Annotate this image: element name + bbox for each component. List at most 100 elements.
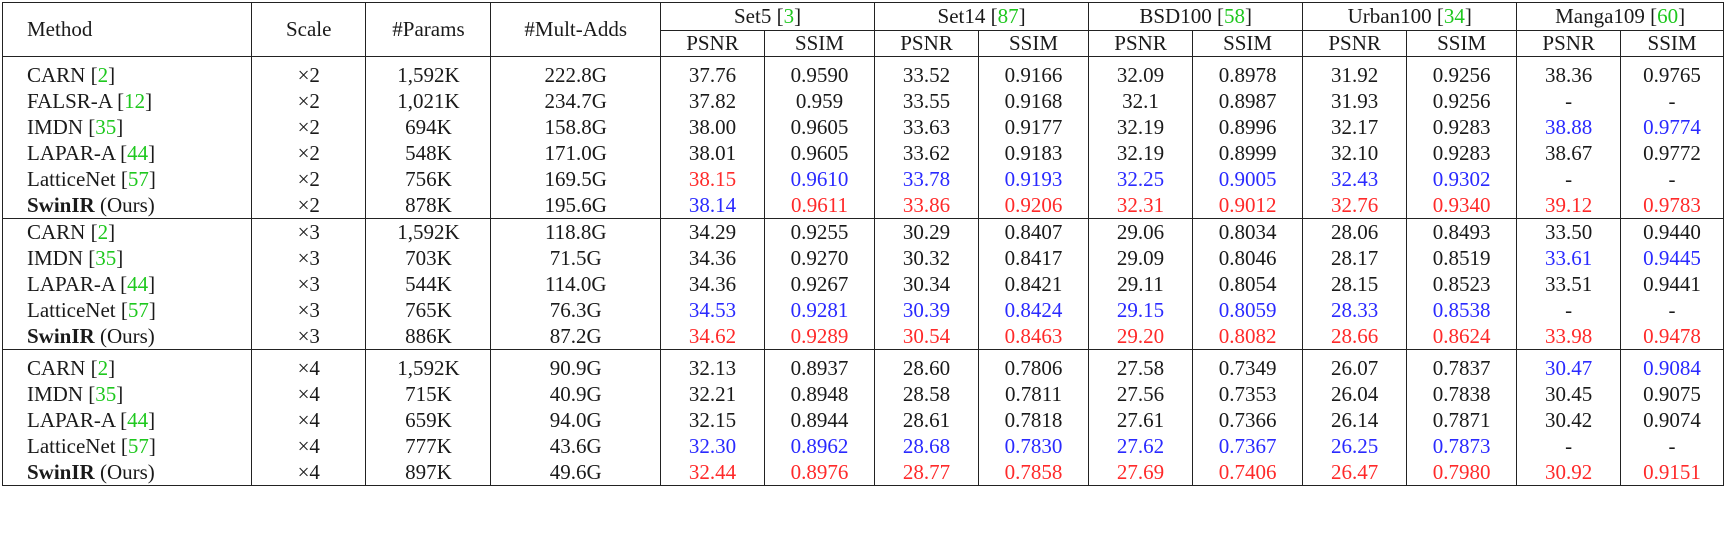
psnr-cell: - [1516,433,1622,459]
ssim-cell: 0.9256 [1406,88,1518,114]
table-row: IMDN [35] ×4 715K 40.9G 32.21 0.8948 28.58 0.78… [1,381,1724,407]
ssim-cell: 0.959 [763,88,876,114]
method-name: LatticeNet [27,433,116,458]
multadds-cell: 90.9G [490,355,662,381]
table-row: SwinIR (Ours) ×3 886K 87.2G 34.62 0.9289 30.54… [1,323,1724,350]
psnr-cell: 33.51 [1516,271,1622,297]
method-cell: IMDN [35] [1,245,253,271]
citation: 35 [95,114,117,139]
psnr-cell: 32.19 [1088,114,1193,140]
scale-group: CARN [2] ×3 1,592K 118.8G 34.29 0.9255 30.29 0.… [1,218,1724,350]
method-name: IMDN [27,114,83,139]
ssim-cell: - [1620,88,1724,114]
ssim-cell: 0.8624 [1406,323,1518,350]
ssim-cell: 0.9289 [763,323,876,350]
psnr-cell: 34.36 [660,271,765,297]
ssim-cell: 0.9774 [1620,114,1724,140]
psnr-cell: 32.1 [1088,88,1193,114]
spacer-cell [1620,349,1724,355]
multadds-cell: 114.0G [490,271,662,297]
spacer-cell [763,56,876,62]
psnr-cell: 32.76 [1302,192,1408,219]
spacer-cell [977,349,1090,355]
method-cell: LAPAR-A [44] [1,140,253,166]
params-cell: 1,592K [365,355,492,381]
psnr-cell: 33.50 [1516,218,1622,245]
psnr-cell: 29.09 [1088,245,1193,271]
psnr-cell: 27.58 [1088,355,1193,381]
psnr-header: PSNR [874,30,979,57]
table-row: SwinIR (Ours) ×4 897K 49.6G 32.44 0.8976 28.77… [1,459,1724,486]
ssim-cell: 0.7353 [1191,381,1304,407]
ssim-cell: 0.9772 [1620,140,1724,166]
table-row: LatticeNet [57] ×4 777K 43.6G 32.30 0.8962 28.… [1,433,1724,459]
spacer-cell [365,349,492,355]
ssim-cell: 0.8054 [1191,271,1304,297]
ssim-cell: 0.9610 [763,166,876,192]
citation: 44 [127,140,149,165]
scale-cell: ×4 [251,381,367,407]
method-name: FALSR-A [27,88,112,113]
ssim-cell: 0.9270 [763,245,876,271]
scale-header: Scale [251,2,367,57]
method-cell: CARN [2] [1,62,253,88]
psnr-cell: 38.00 [660,114,765,140]
psnr-cell: 34.29 [660,218,765,245]
psnr-cell: 30.92 [1516,459,1622,486]
citation: 57 [127,433,149,458]
params-cell: 544K [365,271,492,297]
method-name: IMDN [27,381,83,406]
params-cell: 659K [365,407,492,433]
spacer-cell [251,349,367,355]
ssim-cell: 0.8999 [1191,140,1304,166]
ssim-cell: 0.8519 [1406,245,1518,271]
psnr-cell: 30.34 [874,271,979,297]
psnr-cell: 31.92 [1302,62,1408,88]
psnr-cell: - [1516,88,1622,114]
psnr-cell: 32.15 [660,407,765,433]
ssim-cell: 0.7858 [977,459,1090,486]
psnr-cell: 26.07 [1302,355,1408,381]
ssim-cell: 0.9441 [1620,271,1724,297]
citation: 2 [97,219,109,244]
ssim-cell: 0.8046 [1191,245,1304,271]
params-header: #Params [365,2,492,57]
psnr-cell: 29.06 [1088,218,1193,245]
params-cell: 715K [365,381,492,407]
params-cell: 878K [365,192,492,219]
scale-cell: ×3 [251,218,367,245]
params-cell: 1,592K [365,218,492,245]
table-row: IMDN [35] ×2 694K 158.8G 38.00 0.9605 33.63 0.9… [1,114,1724,140]
ssim-cell: 0.9605 [763,114,876,140]
psnr-cell: 33.86 [874,192,979,219]
ssim-header: SSIM [977,30,1090,57]
citation: 57 [127,166,149,191]
params-cell: 777K [365,433,492,459]
citation: 57 [127,297,149,322]
psnr-cell: 39.12 [1516,192,1622,219]
params-cell: 1,592K [365,62,492,88]
method-name: CARN [27,62,86,87]
method-cell: IMDN [35] [1,114,253,140]
scale-cell: ×2 [251,88,367,114]
multadds-cell: 195.6G [490,192,662,219]
method-name: CARN [27,219,86,244]
scale-cell: ×2 [251,166,367,192]
psnr-cell: 26.04 [1302,381,1408,407]
ssim-cell: 0.9168 [977,88,1090,114]
ssim-cell: 0.9255 [763,218,876,245]
table-row: CARN [2] ×3 1,592K 118.8G 34.29 0.9255 30.29 0.… [1,218,1724,245]
psnr-cell: 28.17 [1302,245,1408,271]
ssim-header: SSIM [1406,30,1518,57]
psnr-cell: 37.76 [660,62,765,88]
method-name: LatticeNet [27,166,116,191]
psnr-cell: 28.66 [1302,323,1408,350]
ssim-cell: 0.9074 [1620,407,1724,433]
dataset-header-set5: Set5 [3] [660,2,876,31]
ssim-cell: 0.9478 [1620,323,1724,350]
psnr-cell: 38.67 [1516,140,1622,166]
table-row: FALSR-A [12] ×2 1,021K 234.7G 37.82 0.959 33.5… [1,88,1724,114]
method-cell: FALSR-A [12] [1,88,253,114]
multadds-cell: 94.0G [490,407,662,433]
multadds-cell: 43.6G [490,433,662,459]
